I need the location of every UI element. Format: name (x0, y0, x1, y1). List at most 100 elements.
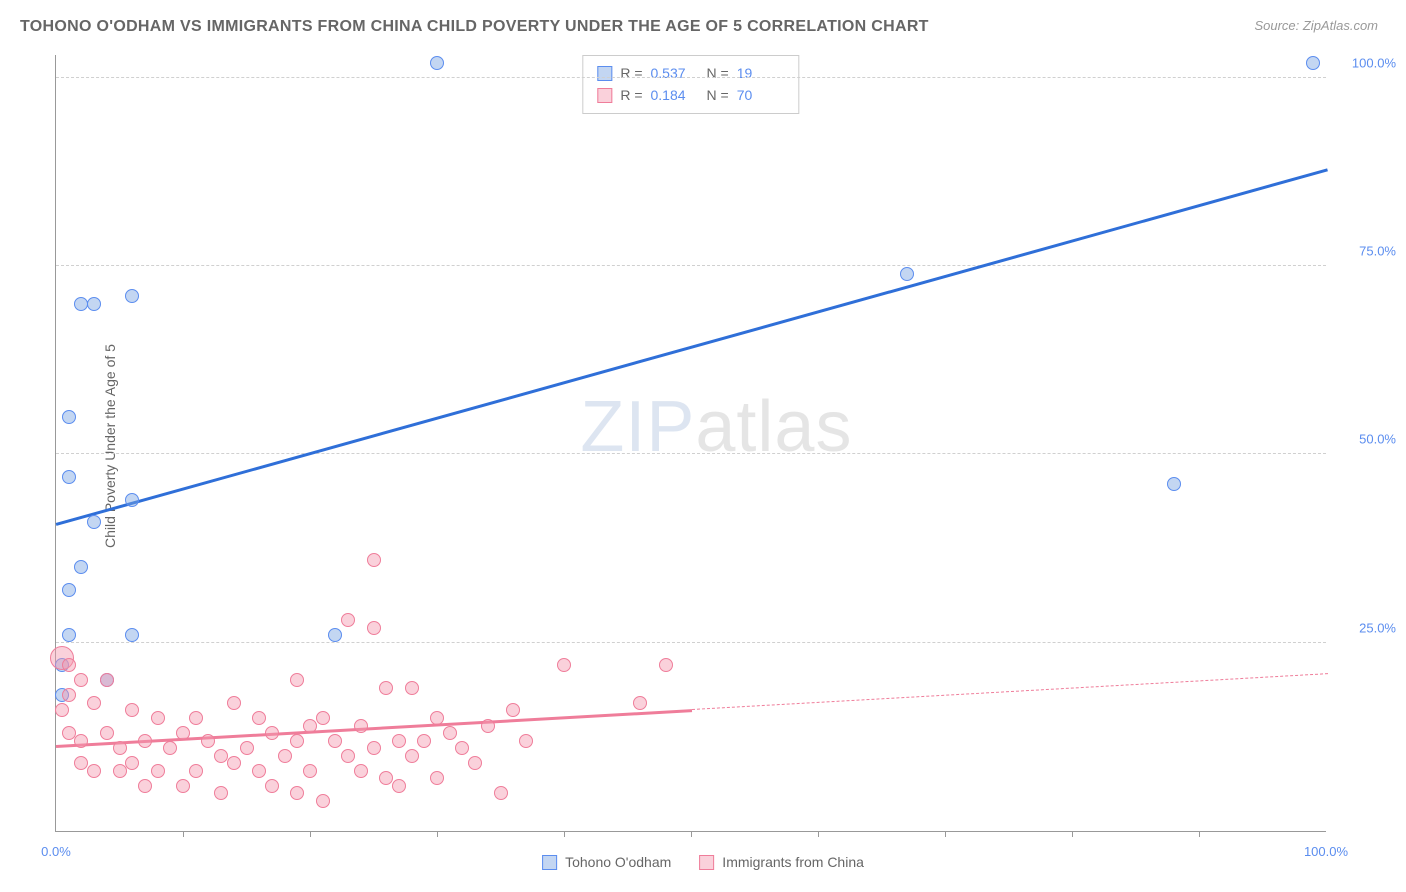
data-point (125, 756, 139, 770)
data-point (430, 771, 444, 785)
gridline (56, 265, 1326, 266)
data-point (392, 734, 406, 748)
data-point (392, 779, 406, 793)
data-point (405, 681, 419, 695)
data-point (328, 734, 342, 748)
data-point (214, 749, 228, 763)
data-point (265, 779, 279, 793)
data-point (189, 711, 203, 725)
data-point (557, 658, 571, 672)
data-point (354, 764, 368, 778)
legend-swatch (597, 66, 612, 81)
data-point (87, 764, 101, 778)
r-label: R = (620, 62, 642, 84)
data-point (113, 741, 127, 755)
data-point (494, 786, 508, 800)
data-point (430, 711, 444, 725)
data-point (87, 696, 101, 710)
gridline (56, 453, 1326, 454)
data-point (62, 410, 76, 424)
r-label: R = (620, 84, 642, 106)
x-tick-label: 100.0% (1304, 844, 1348, 859)
data-point (519, 734, 533, 748)
legend-swatch (542, 855, 557, 870)
series-legend: Tohono O'odham Immigrants from China (542, 854, 864, 870)
data-point (227, 696, 241, 710)
data-point (125, 493, 139, 507)
data-point (1306, 56, 1320, 70)
data-point (430, 56, 444, 70)
data-point (87, 515, 101, 529)
data-point (176, 726, 190, 740)
data-point (468, 756, 482, 770)
watermark: ZIPatlas (580, 386, 852, 468)
data-point (316, 711, 330, 725)
data-point (138, 734, 152, 748)
data-point (125, 289, 139, 303)
trend-line (691, 674, 1327, 711)
y-tick-label: 25.0% (1336, 620, 1396, 635)
series-legend-label: Immigrants from China (722, 854, 864, 870)
data-point (252, 711, 266, 725)
data-point (163, 741, 177, 755)
stats-legend: R = 0.537 N = 19R =0.184N =70 (582, 55, 799, 114)
plot-area: ZIPatlas R =0.537N =19R =0.184N =70 25.0… (55, 55, 1326, 832)
x-tick-mark (1072, 831, 1073, 837)
data-point (74, 560, 88, 574)
data-point (455, 741, 469, 755)
data-point (151, 764, 165, 778)
n-value: 19 (737, 62, 785, 84)
x-tick-mark (437, 831, 438, 837)
data-point (481, 719, 495, 733)
data-point (900, 267, 914, 281)
x-tick-mark (564, 831, 565, 837)
data-point (341, 613, 355, 627)
gridline (56, 77, 1326, 78)
data-point (100, 726, 114, 740)
series-legend-item: Tohono O'odham (542, 854, 671, 870)
data-point (201, 734, 215, 748)
data-point (417, 734, 431, 748)
data-point (74, 734, 88, 748)
data-point (227, 756, 241, 770)
x-tick-mark (310, 831, 311, 837)
data-point (367, 621, 381, 635)
data-point (379, 681, 393, 695)
data-point (125, 703, 139, 717)
data-point (125, 628, 139, 642)
data-point (290, 673, 304, 687)
data-point (443, 726, 457, 740)
data-point (405, 749, 419, 763)
r-value: 0.537 (651, 62, 699, 84)
data-point (265, 726, 279, 740)
series-legend-label: Tohono O'odham (565, 854, 671, 870)
data-point (303, 719, 317, 733)
data-point (189, 764, 203, 778)
source-attribution: Source: ZipAtlas.com (1254, 18, 1378, 33)
stats-legend-row: R =0.184N =70 (597, 84, 784, 106)
data-point (62, 628, 76, 642)
data-point (341, 749, 355, 763)
data-point (316, 794, 330, 808)
chart-title: TOHONO O'ODHAM VS IMMIGRANTS FROM CHINA … (20, 18, 929, 36)
data-point (55, 703, 69, 717)
data-point (138, 779, 152, 793)
data-point (62, 470, 76, 484)
x-tick-label: 0.0% (41, 844, 71, 859)
data-point (506, 703, 520, 717)
correlation-chart: TOHONO O'ODHAM VS IMMIGRANTS FROM CHINA … (0, 0, 1406, 892)
data-point (240, 741, 254, 755)
x-tick-mark (183, 831, 184, 837)
data-point (328, 628, 342, 642)
legend-swatch (597, 88, 612, 103)
data-point (1167, 477, 1181, 491)
y-tick-label: 75.0% (1336, 243, 1396, 258)
data-point (74, 756, 88, 770)
data-point (367, 741, 381, 755)
n-label: N = (707, 62, 729, 84)
data-point (659, 658, 673, 672)
data-point (62, 658, 76, 672)
data-point (367, 553, 381, 567)
legend-swatch (699, 855, 714, 870)
data-point (62, 726, 76, 740)
